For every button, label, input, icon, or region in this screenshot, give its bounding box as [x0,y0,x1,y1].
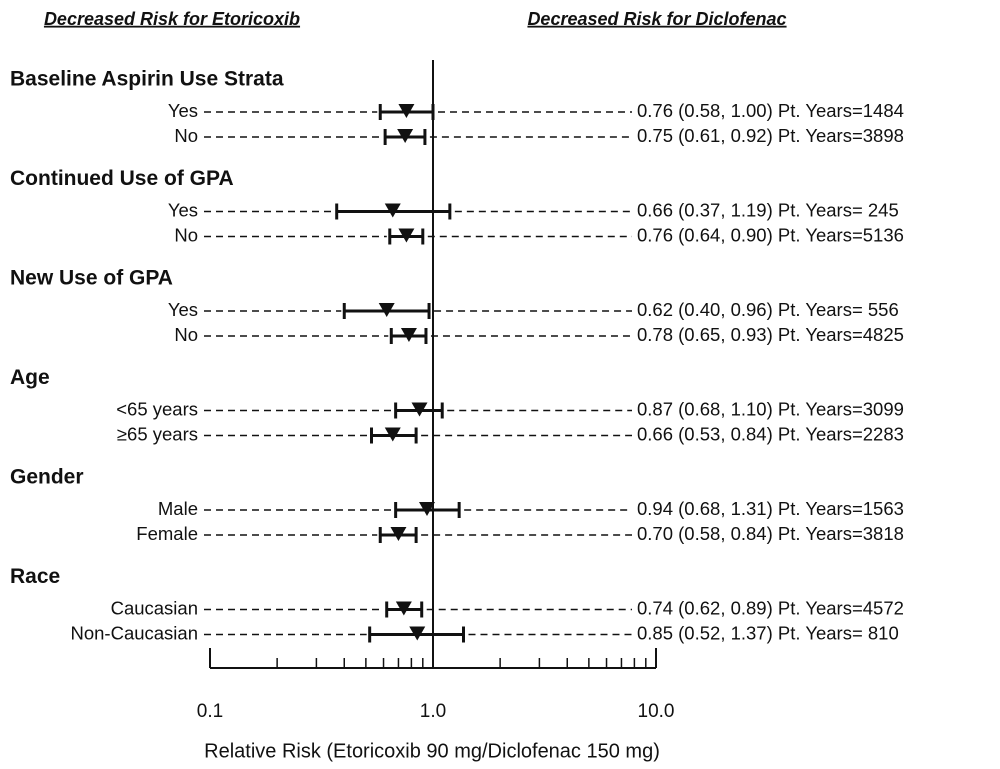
value-label: 0.76 (0.64, 0.90) Pt. Years=5136 [637,224,904,245]
group-title: Baseline Aspirin Use Strata [10,68,284,91]
estimate-marker [398,104,415,118]
x-tick-label: 0.1 [197,701,223,722]
estimate-marker [395,601,412,616]
group-title: New Use of GPA [10,267,173,290]
value-label: 0.75 (0.61, 0.92) Pt. Years=3898 [637,125,904,146]
x-axis-label: Relative Risk (Etoricoxib 90 mg/Diclofen… [204,740,660,762]
value-label: 0.78 (0.65, 0.93) Pt. Years=4825 [637,324,904,345]
value-label: 0.66 (0.53, 0.84) Pt. Years=2283 [637,423,904,444]
row-label: No [174,324,198,345]
x-tick-label: 10.0 [638,701,675,722]
value-label: 0.66 (0.37, 1.19) Pt. Years= 245 [637,199,899,220]
row-label: No [174,224,198,245]
group-title: Age [10,366,50,389]
value-label: 0.74 (0.62, 0.89) Pt. Years=4572 [637,597,904,618]
estimate-marker [384,203,401,218]
value-label: 0.70 (0.58, 0.84) Pt. Years=3818 [637,523,904,544]
estimate-marker [400,328,417,342]
row-label: Male [158,498,198,519]
value-label: 0.76 (0.58, 1.00) Pt. Years=1484 [637,100,904,121]
estimate-marker [409,626,426,641]
estimate-marker [378,303,395,317]
header-right: Decreased Risk for Diclofenac [527,9,786,29]
row-label: Non-Caucasian [70,622,198,643]
estimate-marker [397,129,414,143]
row-label: <65 years [116,398,198,419]
estimate-marker [390,527,407,541]
value-label: 0.62 (0.40, 0.96) Pt. Years= 556 [637,299,899,320]
estimate-marker [411,402,428,417]
group-title: Race [10,565,60,588]
estimate-marker [398,228,415,243]
row-label: Yes [168,299,198,320]
value-label: 0.94 (0.68, 1.31) Pt. Years=1563 [637,498,904,519]
row-label: No [174,125,198,146]
value-label: 0.87 (0.68, 1.10) Pt. Years=3099 [637,398,904,419]
estimate-marker [419,502,436,516]
group-title: Gender [10,466,84,489]
row-label: Female [136,523,198,544]
row-label: Caucasian [111,597,198,618]
row-label: ≥65 years [117,423,198,444]
x-tick-label: 1.0 [420,701,446,722]
estimate-marker [384,427,401,442]
value-label: 0.85 (0.52, 1.37) Pt. Years= 810 [637,622,899,643]
row-label: Yes [168,100,198,121]
row-label: Yes [168,199,198,220]
header-left: Decreased Risk for Etoricoxib [44,9,300,29]
group-title: Continued Use of GPA [10,167,234,190]
